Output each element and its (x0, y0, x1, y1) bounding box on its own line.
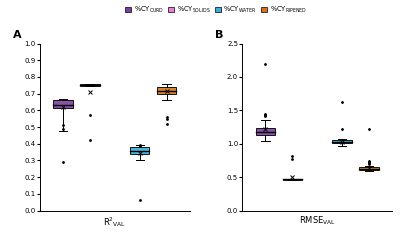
Bar (80, 84, 100, 86)
Text: A: A (13, 30, 22, 40)
Bar (256, 128, 275, 135)
Legend: %CY$_{\mathrm{CURD}}$, %CY$_{\mathrm{SOLIDS}}$, %CY$_{\mathrm{WATER}}$, %CY$_{\m: %CY$_{\mathrm{CURD}}$, %CY$_{\mathrm{SOL… (124, 3, 308, 16)
Bar (130, 147, 150, 154)
Bar (332, 140, 352, 144)
Text: B: B (215, 30, 224, 40)
X-axis label: RMSE$_{\mathrm{VAL}}$: RMSE$_{\mathrm{VAL}}$ (298, 215, 336, 227)
Bar (157, 87, 176, 94)
Bar (282, 179, 302, 180)
Bar (54, 100, 73, 108)
X-axis label: R$^{2}$$_{\mathrm{VAL}}$: R$^{2}$$_{\mathrm{VAL}}$ (103, 215, 126, 229)
Bar (359, 167, 378, 170)
